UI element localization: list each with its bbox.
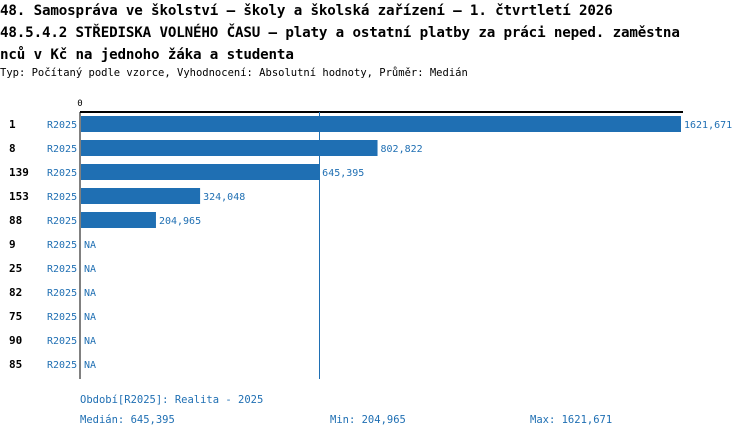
series-label: R2025 — [47, 288, 77, 299]
bar — [81, 140, 378, 156]
value-label: NA — [84, 240, 96, 251]
series-label: R2025 — [47, 336, 77, 347]
median-summary: Medián: 645,395 — [80, 414, 175, 426]
value-label: NA — [84, 264, 96, 275]
value-label: NA — [84, 288, 96, 299]
bar — [81, 116, 681, 132]
value-label: NA — [84, 360, 96, 371]
value-label: 204,965 — [159, 216, 201, 227]
category-label: 88 — [9, 214, 22, 227]
category-label: 82 — [9, 286, 22, 299]
series-label: R2025 — [47, 240, 77, 251]
value-label: NA — [84, 312, 96, 323]
series-label: R2025 — [47, 120, 77, 131]
bar — [81, 188, 201, 204]
series-label: R2025 — [47, 360, 77, 371]
category-label: 90 — [9, 334, 22, 347]
series-label: R2025 — [47, 312, 77, 323]
value-label: 324,048 — [203, 192, 245, 203]
category-label: 75 — [9, 310, 22, 323]
category-label: 1 — [9, 118, 16, 131]
category-label: 8 — [9, 142, 16, 155]
category-label: 139 — [9, 166, 29, 179]
x-axis-zero-label: 0 — [77, 99, 82, 109]
category-label: 9 — [9, 238, 16, 251]
series-label: R2025 — [47, 144, 77, 155]
series-label: R2025 — [47, 192, 77, 203]
chart-title: 48. Samospráva ve školství – školy a ško… — [0, 3, 680, 63]
value-label: 645,395 — [322, 168, 364, 179]
bar — [81, 164, 320, 180]
category-label: 153 — [9, 190, 29, 203]
bar — [81, 212, 156, 228]
max-summary: Max: 1621,671 — [530, 414, 613, 426]
category-label: 85 — [9, 358, 22, 371]
value-label: 1621,671 — [684, 120, 732, 131]
chart-subtitle: Typ: Počítaný podle vzorce, Vyhodnocení:… — [0, 67, 468, 79]
series-label: R2025 — [47, 216, 77, 227]
category-label: 25 — [9, 262, 22, 275]
series-label: R2025 — [47, 264, 77, 275]
value-label: 802,822 — [381, 144, 423, 155]
min-summary: Min: 204,965 — [330, 414, 406, 426]
value-label: NA — [84, 336, 96, 347]
series-label: R2025 — [47, 168, 77, 179]
period-legend: Období[R2025]: Realita - 2025 — [80, 394, 264, 406]
